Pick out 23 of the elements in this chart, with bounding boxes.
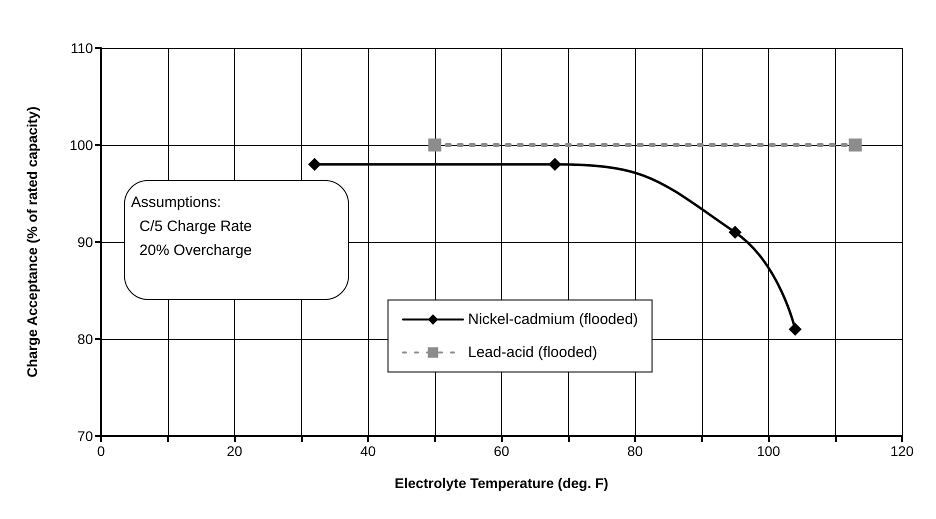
x-tick-label: 80 xyxy=(627,443,643,459)
rounded-note-box: Assumptions: C/5 Charge Rate 20% Overcharge xyxy=(124,180,349,300)
point xyxy=(548,158,562,171)
legend-label: Lead-acid (flooded) xyxy=(468,344,598,361)
y-tick-label: 80 xyxy=(77,331,94,347)
legend-label: Nickel-cadmium (flooded) xyxy=(468,311,638,328)
x-tick-label: 20 xyxy=(226,443,242,459)
point xyxy=(428,138,442,152)
x-tick-label: 100 xyxy=(756,443,780,459)
x-tick-label: 40 xyxy=(360,443,376,459)
x-tick-label: 120 xyxy=(890,443,914,459)
x-tick-label: 60 xyxy=(494,443,510,459)
point xyxy=(848,138,862,152)
y-tick-label: 100 xyxy=(70,137,94,153)
x-tick-label: 0 xyxy=(97,443,106,459)
point xyxy=(728,226,742,239)
y-tick-label: 70 xyxy=(77,428,94,444)
y-tick-label: 110 xyxy=(70,40,94,56)
x-axis-title: Electrolyte Temperature (deg. F) xyxy=(394,475,608,491)
point xyxy=(788,322,802,336)
y-tick-label: 90 xyxy=(77,234,94,250)
y-axis-title: Charge Acceptance (% of rated capacity) xyxy=(24,106,40,378)
point xyxy=(308,158,322,171)
